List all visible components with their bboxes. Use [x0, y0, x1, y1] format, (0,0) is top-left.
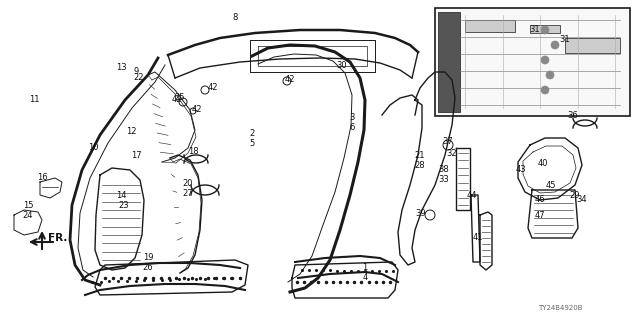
Text: 19: 19: [143, 253, 153, 262]
Text: 12: 12: [125, 126, 136, 135]
Text: 3: 3: [349, 114, 355, 123]
Text: 46: 46: [534, 196, 545, 204]
Text: 25: 25: [175, 93, 185, 102]
Text: 34: 34: [577, 196, 588, 204]
Text: 28: 28: [415, 161, 426, 170]
Text: 27: 27: [182, 189, 193, 198]
Text: 1: 1: [362, 263, 367, 273]
Text: 2: 2: [250, 129, 255, 138]
Text: 41: 41: [473, 234, 483, 243]
Circle shape: [541, 26, 549, 34]
Text: 38: 38: [438, 165, 449, 174]
Text: 20: 20: [183, 180, 193, 188]
Text: 13: 13: [116, 63, 126, 73]
Text: 33: 33: [438, 175, 449, 185]
Text: 36: 36: [568, 110, 579, 119]
Text: 42: 42: [172, 95, 182, 105]
Text: 11: 11: [29, 95, 39, 105]
Bar: [438, 12, 460, 112]
Circle shape: [541, 56, 549, 64]
Text: 29: 29: [570, 191, 580, 201]
Text: 32: 32: [447, 148, 458, 157]
Text: 44: 44: [467, 191, 477, 201]
Text: 30: 30: [337, 60, 348, 69]
Text: 47: 47: [534, 211, 545, 220]
Bar: [465, 20, 515, 32]
Text: TY24B4920B: TY24B4920B: [538, 305, 582, 311]
Text: 10: 10: [88, 143, 99, 153]
Text: 24: 24: [23, 212, 33, 220]
Text: 23: 23: [118, 202, 129, 211]
Text: 9: 9: [133, 67, 139, 76]
Text: 15: 15: [23, 202, 33, 211]
Text: 14: 14: [116, 191, 126, 201]
Text: 8: 8: [232, 13, 237, 22]
Text: 21: 21: [415, 150, 425, 159]
Text: 26: 26: [143, 263, 154, 273]
Text: 42: 42: [285, 75, 295, 84]
Text: 4: 4: [362, 274, 367, 283]
Bar: [565, 38, 620, 53]
Text: 31: 31: [560, 36, 570, 44]
Text: 22: 22: [134, 74, 144, 83]
Bar: [435, 8, 630, 116]
Text: 39: 39: [416, 209, 426, 218]
Text: FR.: FR.: [48, 233, 67, 243]
Text: 45: 45: [546, 180, 556, 189]
Bar: [530, 25, 560, 33]
Text: 37: 37: [443, 138, 453, 147]
Text: 6: 6: [349, 124, 355, 132]
Text: 18: 18: [188, 147, 198, 156]
Text: 42: 42: [208, 83, 218, 92]
Text: 42: 42: [192, 105, 202, 114]
Circle shape: [551, 41, 559, 49]
Circle shape: [546, 71, 554, 79]
Text: 31: 31: [530, 26, 540, 35]
Text: 5: 5: [250, 139, 255, 148]
Text: 43: 43: [516, 165, 526, 174]
Text: 16: 16: [36, 173, 47, 182]
Text: 40: 40: [538, 158, 548, 167]
Circle shape: [541, 86, 549, 94]
Text: 17: 17: [131, 151, 141, 161]
